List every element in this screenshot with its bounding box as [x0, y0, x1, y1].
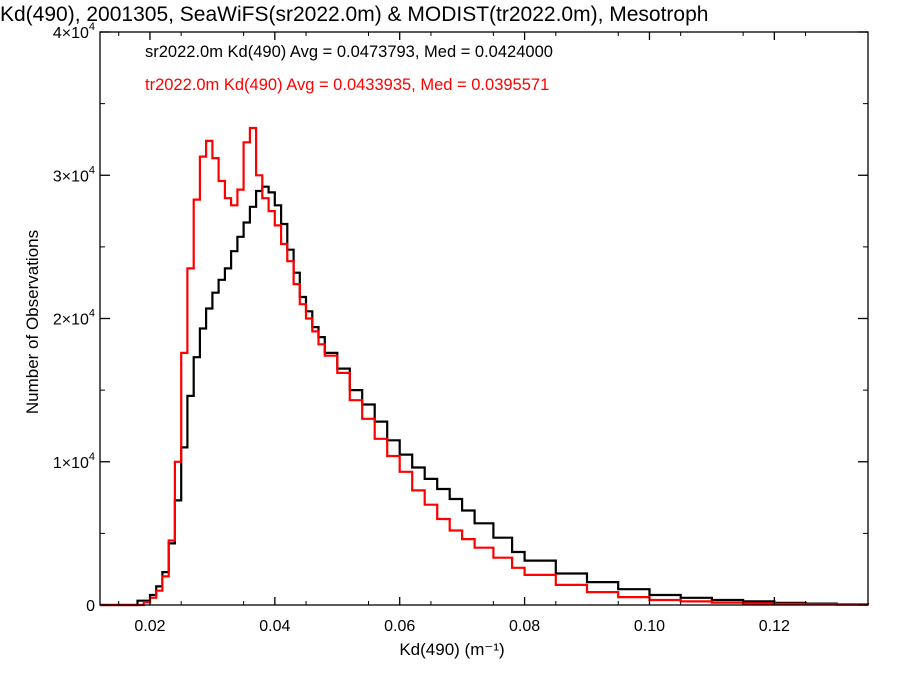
series-layer: [100, 126, 870, 607]
y-tick-label: 4×104: [53, 21, 95, 42]
tick-layer: 0.02 0.04 0.06 0.08 0.10 0.12 0 1×104 2×104 3×104…: [53, 21, 869, 635]
y-tick-label: 2×104: [53, 308, 95, 329]
x-tick-label: 0.02: [134, 618, 165, 635]
x-axis-label: Kd(490) (m⁻¹): [399, 640, 505, 659]
x-tick-label: 0.08: [509, 618, 540, 635]
y-axis-label: Number of Observations: [23, 229, 42, 415]
y-tick-label: 3×104: [53, 164, 95, 185]
x-tick-label: 0.10: [634, 618, 665, 635]
series-line-1: [100, 126, 870, 607]
y-tick-label: 1×104: [53, 451, 95, 472]
chart-title: Kd(490), 2001305, SeaWiFS(sr2022.0m) & M…: [0, 3, 709, 26]
plot-frame: [99, 31, 869, 606]
x-tick-label: 0.04: [259, 618, 290, 635]
x-tick-label: 0.06: [384, 618, 415, 635]
y-tick-label: 0: [86, 598, 95, 615]
legend-entry-sr2022: sr2022.0m Kd(490) Avg = 0.0473793, Med =…: [145, 43, 553, 61]
x-tick-label: 0.12: [759, 618, 790, 635]
series-line-0: [100, 185, 870, 607]
legend-entry-tr2022: tr2022.0m Kd(490) Avg = 0.0433935, Med =…: [145, 76, 550, 94]
